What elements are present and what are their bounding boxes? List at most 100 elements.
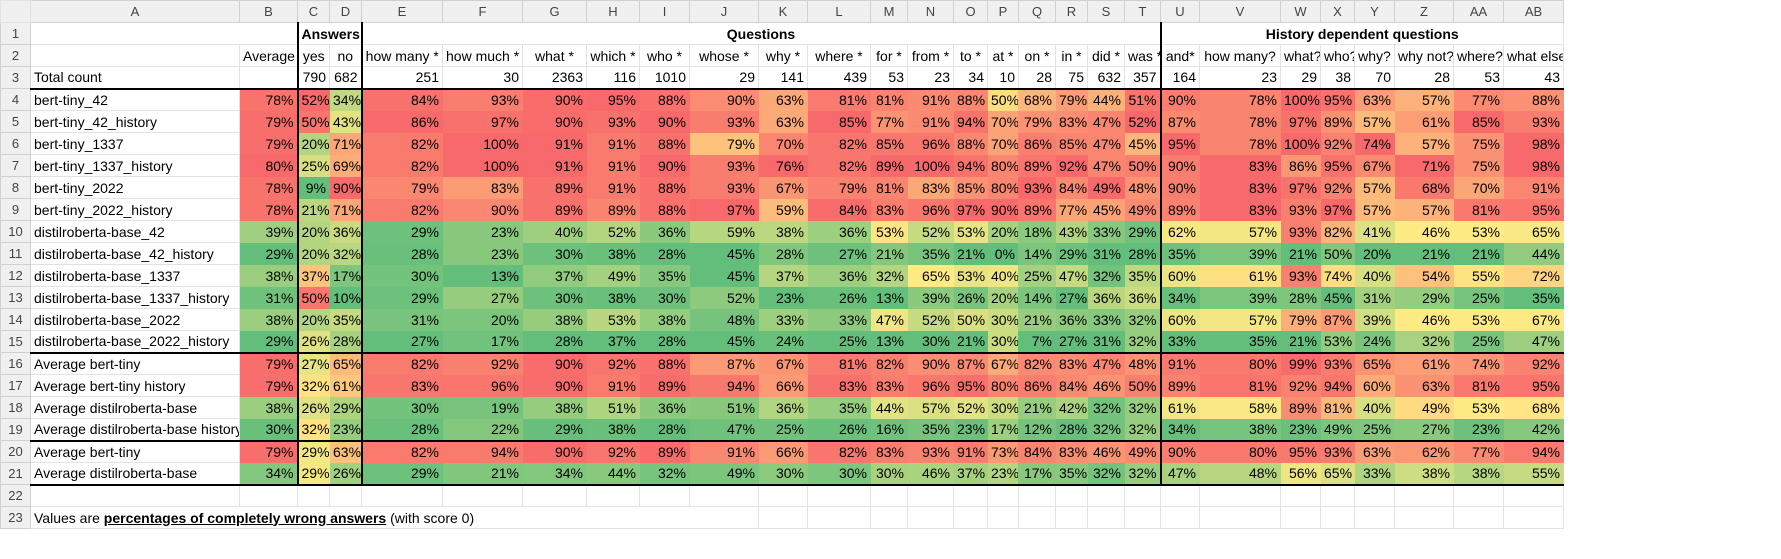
row-header[interactable]: 16 (0, 352, 31, 375)
value-cell: 70% (758, 132, 808, 155)
cell[interactable] (1055, 484, 1088, 507)
cell[interactable] (1280, 484, 1321, 507)
cell[interactable] (1503, 484, 1564, 507)
row-header[interactable]: 7 (0, 154, 31, 177)
row-header[interactable]: 1 (0, 22, 31, 45)
column-header[interactable]: X (1320, 0, 1355, 23)
row-header[interactable]: 18 (0, 396, 31, 419)
cell[interactable] (758, 484, 808, 507)
cell[interactable] (870, 506, 908, 529)
cell[interactable] (1018, 484, 1056, 507)
cell[interactable] (1394, 506, 1454, 529)
row-header[interactable]: 10 (0, 220, 31, 243)
row-header[interactable]: 8 (0, 176, 31, 199)
cell[interactable] (807, 484, 871, 507)
cell[interactable] (30, 484, 240, 507)
row-header[interactable]: 6 (0, 132, 31, 155)
row-header[interactable]: 22 (0, 484, 31, 507)
row-header[interactable]: 19 (0, 418, 31, 441)
cell[interactable] (639, 484, 690, 507)
cell[interactable] (1354, 484, 1395, 507)
cell[interactable] (361, 484, 443, 507)
cell[interactable] (442, 484, 523, 507)
column-header[interactable]: Y (1354, 0, 1395, 23)
cell[interactable] (1453, 506, 1504, 529)
cell[interactable] (987, 506, 1019, 529)
row-header[interactable]: 3 (0, 66, 31, 89)
column-header[interactable]: B (239, 0, 298, 23)
column-header[interactable]: D (329, 0, 362, 23)
row-header[interactable]: 2 (0, 44, 31, 67)
row-header[interactable]: 14 (0, 308, 31, 331)
cell[interactable] (1124, 484, 1161, 507)
cell[interactable] (239, 484, 298, 507)
column-header[interactable]: L (807, 0, 871, 23)
column-header[interactable]: I (639, 0, 690, 23)
column-header[interactable]: P (987, 0, 1019, 23)
column-header[interactable]: S (1087, 0, 1125, 23)
cell[interactable] (1055, 506, 1088, 529)
column-header[interactable]: N (907, 0, 954, 23)
cell[interactable] (953, 484, 988, 507)
cell[interactable] (907, 506, 954, 529)
cell[interactable] (329, 484, 362, 507)
cell[interactable] (1199, 506, 1281, 529)
row-header[interactable]: 11 (0, 242, 31, 265)
row-header[interactable]: 15 (0, 330, 31, 353)
cell[interactable] (1160, 506, 1200, 529)
cell[interactable] (1199, 484, 1281, 507)
column-header[interactable]: W (1280, 0, 1321, 23)
column-header[interactable]: Q (1018, 0, 1056, 23)
row-header[interactable]: 5 (0, 110, 31, 133)
column-header[interactable]: A (30, 0, 240, 23)
column-header[interactable]: E (361, 0, 443, 23)
cell[interactable] (1087, 506, 1125, 529)
cell[interactable] (807, 506, 871, 529)
cell[interactable] (1087, 484, 1125, 507)
cell[interactable] (870, 484, 908, 507)
column-header[interactable]: V (1199, 0, 1281, 23)
row-header[interactable]: 17 (0, 374, 31, 397)
row-header[interactable]: 13 (0, 286, 31, 309)
row-header[interactable]: 9 (0, 198, 31, 221)
cell[interactable] (758, 506, 808, 529)
cell[interactable] (1280, 506, 1321, 529)
row-header[interactable]: 20 (0, 440, 31, 463)
cell[interactable] (1354, 506, 1395, 529)
cell[interactable] (522, 484, 587, 507)
cell[interactable] (1320, 484, 1355, 507)
column-header[interactable]: F (442, 0, 523, 23)
cell[interactable] (1160, 484, 1200, 507)
row-header[interactable]: 21 (0, 462, 31, 485)
cell[interactable] (1124, 506, 1161, 529)
column-header[interactable]: Z (1394, 0, 1454, 23)
cell[interactable] (1394, 484, 1454, 507)
cell[interactable] (953, 506, 988, 529)
cell[interactable] (1503, 506, 1564, 529)
cell[interactable] (907, 484, 954, 507)
column-header[interactable]: C (297, 0, 330, 23)
cell[interactable] (1018, 506, 1056, 529)
row-header[interactable]: 12 (0, 264, 31, 287)
column-header[interactable]: K (758, 0, 808, 23)
column-header[interactable]: J (689, 0, 759, 23)
column-header[interactable]: H (586, 0, 640, 23)
column-header[interactable]: O (953, 0, 988, 23)
column-header[interactable]: T (1124, 0, 1161, 23)
cell[interactable] (1320, 506, 1355, 529)
cell[interactable] (30, 22, 298, 45)
row-header[interactable]: 23 (0, 506, 31, 529)
column-header[interactable]: M (870, 0, 908, 23)
column-header[interactable]: AB (1503, 0, 1564, 23)
cell[interactable] (586, 484, 640, 507)
cell[interactable] (689, 484, 759, 507)
row-header[interactable]: 4 (0, 88, 31, 111)
select-all-corner[interactable] (0, 0, 31, 23)
column-header[interactable]: U (1160, 0, 1200, 23)
column-header[interactable]: G (522, 0, 587, 23)
cell[interactable] (297, 484, 330, 507)
cell[interactable] (1453, 484, 1504, 507)
column-header[interactable]: AA (1453, 0, 1504, 23)
column-header[interactable]: R (1055, 0, 1088, 23)
cell[interactable] (987, 484, 1019, 507)
